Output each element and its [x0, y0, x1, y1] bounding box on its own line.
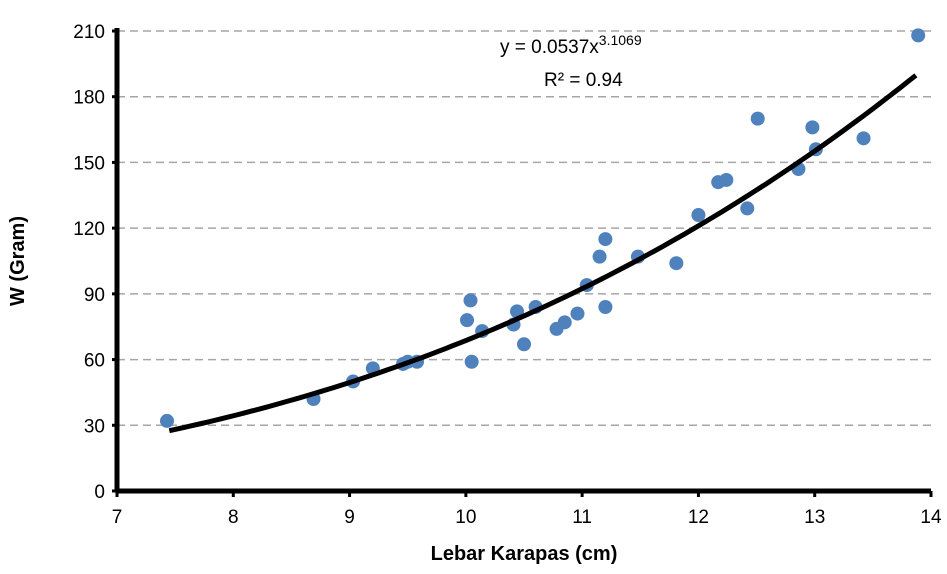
- y-axis-label: W (Gram): [7, 216, 29, 306]
- y-tick-label: 30: [84, 416, 105, 437]
- point: [669, 256, 684, 271]
- y-tick-label: 90: [84, 285, 105, 306]
- x-tick-label: 9: [344, 507, 355, 528]
- x-tick-label: 10: [455, 507, 476, 528]
- x-axis-label: Lebar Karapas (cm): [431, 543, 618, 565]
- point: [517, 337, 531, 352]
- x-tick-label: 7: [112, 507, 123, 528]
- point: [740, 201, 755, 216]
- y-tick-label: 150: [73, 153, 105, 174]
- point: [460, 313, 475, 328]
- point: [557, 315, 572, 330]
- y-tick-label: 60: [84, 351, 105, 372]
- x-tick-label: 8: [228, 507, 239, 528]
- equation-exponent: 3.1069: [599, 32, 642, 48]
- trendline: [168, 73, 918, 434]
- point: [856, 131, 871, 146]
- point: [598, 300, 613, 314]
- equation-base: y = 0.0537x: [500, 37, 599, 58]
- point: [592, 249, 607, 264]
- point: [463, 293, 478, 308]
- r-squared: R² = 0.94: [544, 70, 623, 91]
- y-tick-label: 120: [73, 219, 105, 240]
- y-tick-label: 0: [94, 482, 105, 503]
- y-tick-label: 180: [73, 88, 105, 109]
- point: [570, 306, 585, 321]
- point: [464, 354, 479, 369]
- x-tick-label: 13: [804, 507, 825, 528]
- y-tick-label: 210: [73, 22, 105, 43]
- x-tick-label: 14: [920, 507, 942, 528]
- point: [911, 28, 926, 43]
- point: [160, 413, 175, 428]
- point: [750, 111, 765, 126]
- equation: y = 0.0537x3.1069: [500, 32, 642, 58]
- point: [805, 120, 820, 135]
- x-tick-label: 11: [572, 507, 592, 528]
- point: [691, 208, 706, 222]
- x-tick-label: 12: [688, 507, 709, 528]
- point: [598, 232, 613, 247]
- point: [719, 172, 734, 187]
